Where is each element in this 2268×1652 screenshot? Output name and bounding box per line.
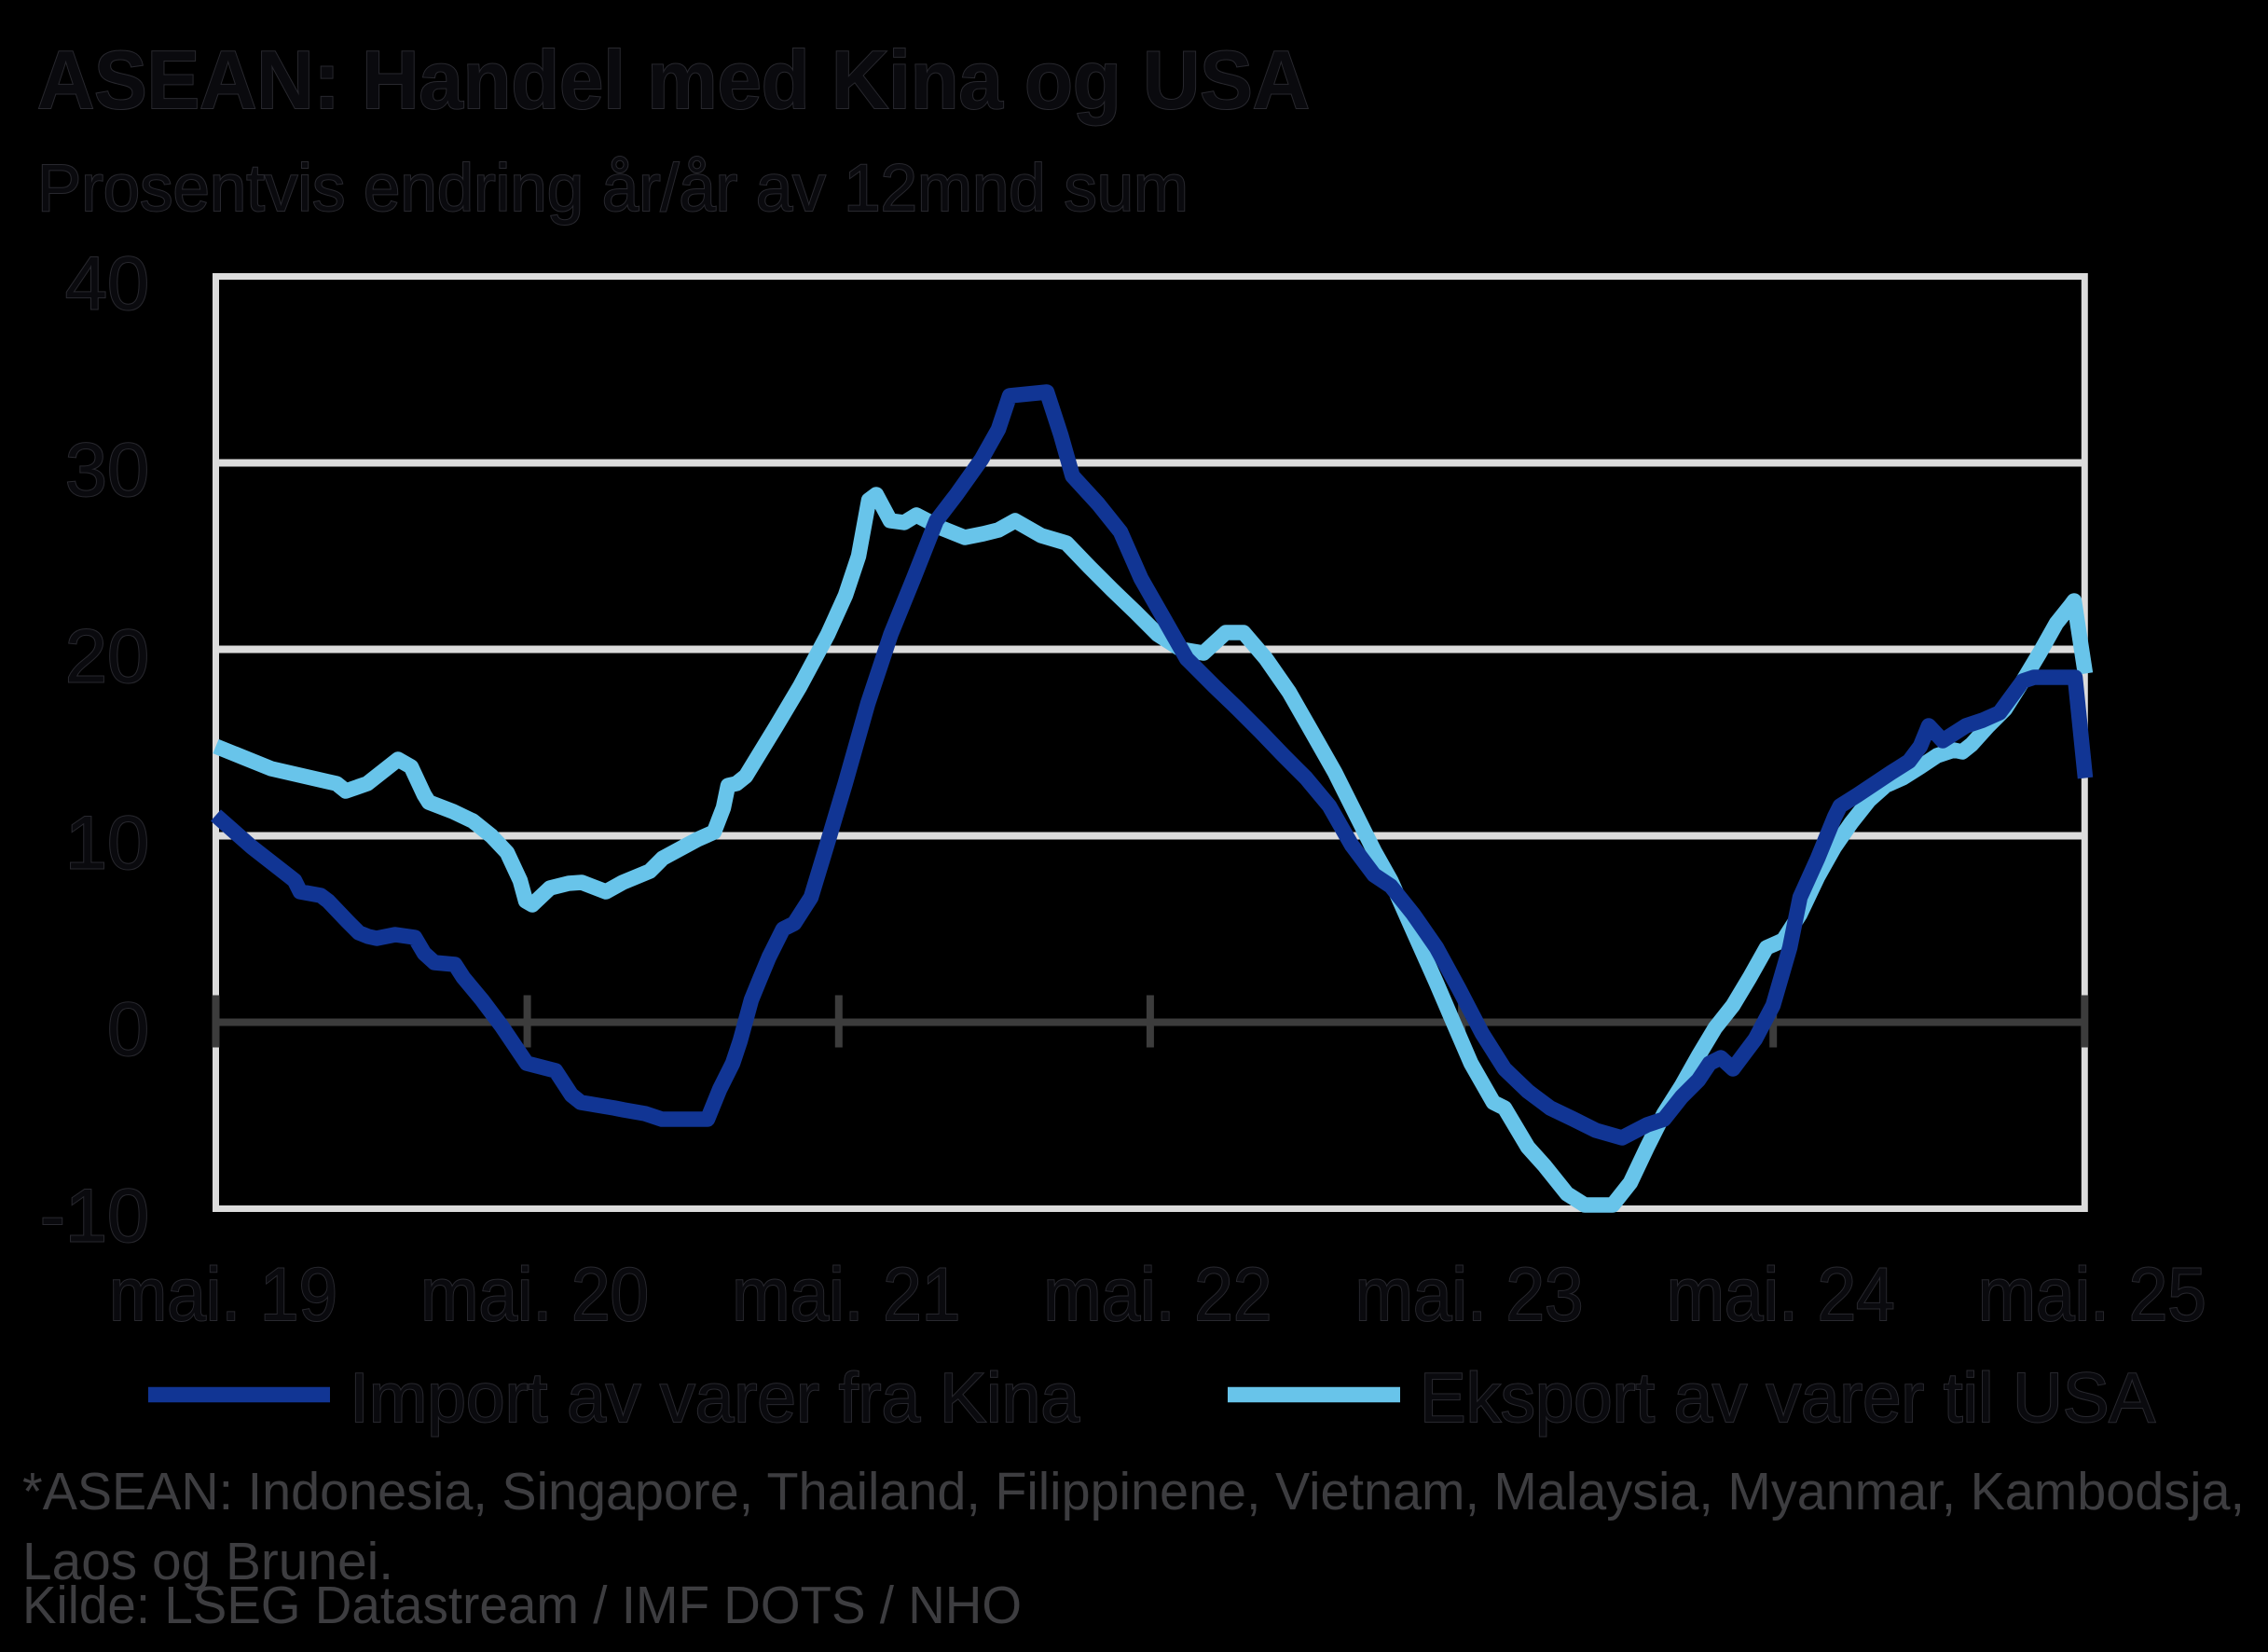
svg-text:mai. 19: mai. 19 (109, 1253, 337, 1337)
svg-text:mai. 25: mai. 25 (1978, 1253, 2206, 1337)
svg-text:mai. 23: mai. 23 (1355, 1253, 1584, 1337)
svg-text:10: 10 (65, 802, 149, 886)
svg-text:Import av varer fra Kina: Import av varer fra Kina (350, 1358, 1079, 1437)
svg-text:Prosentvis endring år/år av 12: Prosentvis endring år/år av 12mnd sum (37, 152, 1189, 226)
svg-text:mai. 24: mai. 24 (1667, 1253, 1895, 1337)
svg-text:mai. 22: mai. 22 (1043, 1253, 1271, 1337)
svg-text:-10: -10 (40, 1175, 149, 1259)
svg-text:Laos og Brunei.: Laos og Brunei. (22, 1532, 393, 1591)
svg-text:0: 0 (107, 988, 149, 1072)
svg-text:mai. 21: mai. 21 (732, 1253, 960, 1337)
svg-text:Eksport av varer til USA: Eksport av varer til USA (1420, 1358, 2155, 1437)
svg-text:20: 20 (65, 615, 149, 699)
svg-text:30: 30 (65, 429, 149, 513)
svg-text:mai. 20: mai. 20 (420, 1253, 649, 1337)
svg-text:*ASEAN: Indonesia, Singapore,: *ASEAN: Indonesia, Singapore, Thailand, … (22, 1462, 2245, 1521)
svg-text:ASEAN: Handel med Kina og USA: ASEAN: Handel med Kina og USA (37, 34, 1310, 126)
svg-text:Kilde: LSEG Datastream / IMF D: Kilde: LSEG Datastream / IMF DOTS / NHO (22, 1576, 1022, 1635)
svg-text:40: 40 (65, 242, 149, 326)
